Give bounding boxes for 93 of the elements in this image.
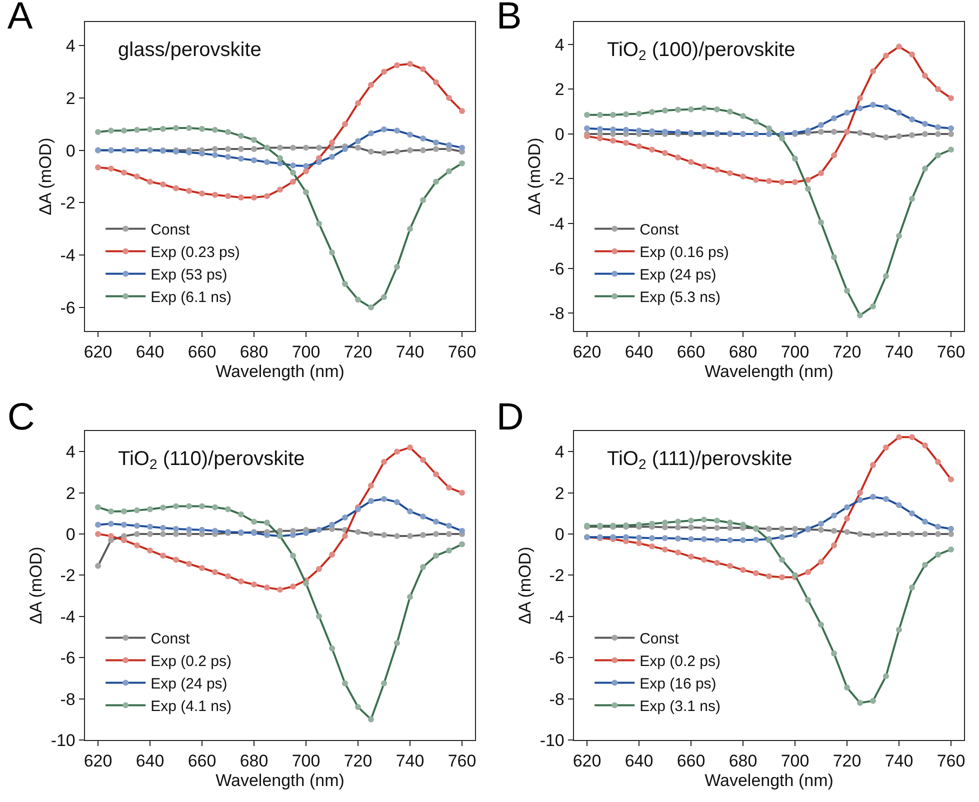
x-axis-title: Wavelength (nm) <box>704 770 834 790</box>
chart-title: C <box>7 396 35 439</box>
annotation: glass/perovskite <box>118 39 262 61</box>
y-tick-label: 2 <box>554 484 564 503</box>
y-tick-label: -2 <box>549 170 564 189</box>
y-tick-label: -4 <box>549 214 564 234</box>
legend-label: Exp (0.23 ps) <box>150 244 240 262</box>
y-tick-label: 4 <box>554 35 564 54</box>
x-tick-label: 720 <box>344 752 372 771</box>
y-tick-label: 0 <box>66 524 76 544</box>
legend-label: Exp (3.1 ns) <box>640 698 720 716</box>
y-tick-label: -2 <box>60 194 76 213</box>
y-tick-label: 0 <box>554 524 564 544</box>
y-tick-label: 2 <box>66 484 76 503</box>
y-tick-label: 0 <box>554 124 564 144</box>
x-tick-label: 620 <box>84 342 112 362</box>
x-tick-label: 660 <box>188 752 216 771</box>
y-tick-label: -10 <box>540 730 564 750</box>
y-tick-label: -6 <box>60 298 76 318</box>
x-tick-label: 740 <box>884 342 914 362</box>
y-tick-label: -6 <box>549 259 564 278</box>
y-tick-label: -8 <box>549 304 564 324</box>
x-axis-title: Wavelength (nm) <box>704 362 834 381</box>
y-tick-label: 4 <box>66 442 76 462</box>
x-tick-label: 640 <box>136 342 164 362</box>
x-tick-label: 620 <box>572 752 602 771</box>
legend-label: Exp (5.3 ns) <box>640 289 720 306</box>
y-axis-title: ΔA (mOD) <box>36 138 55 216</box>
y-tick-label: -4 <box>60 246 76 266</box>
legend-label: Const <box>150 222 191 239</box>
legend-label: Exp (0.2 ps) <box>640 653 720 670</box>
x-tick-label: 760 <box>448 752 476 771</box>
x-tick-label: 720 <box>832 342 862 362</box>
x-tick-label: 720 <box>344 342 372 362</box>
y-tick-label: -4 <box>549 607 564 626</box>
x-axis-title: Wavelength (nm) <box>216 770 344 790</box>
y-tick-label: -6 <box>60 648 76 668</box>
annotation: TiO$_{2}$ (100)/perovskite <box>607 39 796 64</box>
legend-label: Exp (24 ps) <box>150 676 228 693</box>
x-tick-label: 680 <box>728 342 758 362</box>
legend-label: Const <box>640 630 680 648</box>
x-tick-label: 680 <box>240 342 268 362</box>
x-tick-label: 620 <box>572 342 602 362</box>
x-tick-label: 740 <box>884 752 914 771</box>
x-tick-label: 640 <box>136 752 164 771</box>
x-tick-label: 680 <box>728 752 758 771</box>
y-tick-label: -8 <box>60 690 76 709</box>
y-tick-label: 4 <box>554 442 564 462</box>
x-tick-label: 680 <box>240 752 268 771</box>
chart-title: B <box>496 0 522 38</box>
legend-label: Const <box>640 222 680 239</box>
x-tick-label: 660 <box>188 342 216 362</box>
chart-title: D <box>496 396 524 439</box>
y-tick-label: -2 <box>60 566 76 586</box>
annotation: TiO$_{2}$ (110)/perovskite <box>118 448 305 472</box>
y-tick-label: -10 <box>50 730 76 750</box>
x-tick-label: 700 <box>780 752 810 771</box>
y-tick-label: 4 <box>66 36 76 56</box>
legend-label: Exp (16 ps) <box>640 676 716 693</box>
y-axis-title: ΔA (mOD) <box>26 546 46 624</box>
x-tick-label: 640 <box>624 342 654 362</box>
y-axis-title: ΔA (mOD) <box>515 546 534 624</box>
x-tick-label: 700 <box>780 342 810 362</box>
x-tick-label: 660 <box>676 342 706 362</box>
x-axis-title: Wavelength (nm) <box>216 362 344 381</box>
chart-title: A <box>7 0 34 38</box>
x-tick-label: 740 <box>396 752 424 771</box>
x-tick-label: 740 <box>396 342 424 362</box>
legend-label: Exp (6.1 ns) <box>150 289 232 306</box>
x-tick-label: 700 <box>292 342 320 362</box>
x-tick-label: 760 <box>448 342 476 362</box>
x-tick-label: 620 <box>84 752 112 771</box>
legend-label: Exp (0.2 ps) <box>150 653 232 670</box>
y-tick-label: -8 <box>549 690 564 709</box>
y-axis-title: ΔA (mOD) <box>524 138 544 216</box>
legend-label: Exp (24 ps) <box>640 266 716 284</box>
x-tick-label: 700 <box>292 752 320 771</box>
y-tick-label: -2 <box>549 566 564 586</box>
y-tick-label: 0 <box>66 141 76 160</box>
x-tick-label: 760 <box>936 342 966 362</box>
x-tick-label: 760 <box>936 752 966 771</box>
y-tick-label: 2 <box>554 80 564 100</box>
y-tick-label: -6 <box>549 648 564 668</box>
x-tick-label: 720 <box>832 752 862 771</box>
legend-label: Exp (0.16 ps) <box>640 244 729 262</box>
y-tick-label: 2 <box>66 88 76 108</box>
legend-label: Const <box>150 630 191 648</box>
y-tick-label: -4 <box>60 607 76 626</box>
legend-label: Exp (4.1 ns) <box>150 698 232 716</box>
annotation: TiO$_{2}$ (111)/perovskite <box>607 448 792 472</box>
x-tick-label: 640 <box>624 752 654 771</box>
legend-label: Exp (53 ps) <box>150 266 228 284</box>
x-tick-label: 660 <box>676 752 706 771</box>
